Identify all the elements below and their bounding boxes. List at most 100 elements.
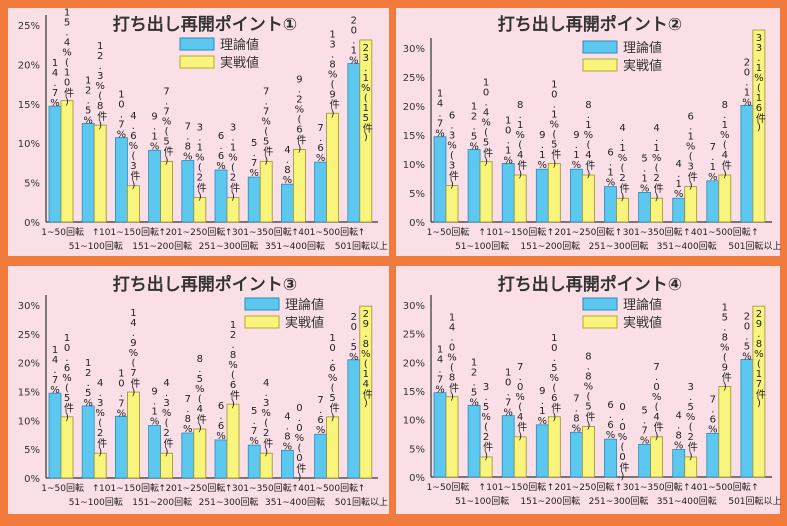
theory-value-label: 14.7% xyxy=(435,345,446,395)
theory-bar xyxy=(347,359,361,479)
x-category-label: 101~150回転 xyxy=(99,483,159,494)
chart-title: 打ち出し再開ポイント① xyxy=(113,14,297,35)
x-category-label: 101~150回転 xyxy=(99,227,159,238)
actual-bar xyxy=(193,428,207,479)
legend-label-2: 実戦値 xyxy=(623,315,662,331)
category-arrow: ↑ xyxy=(225,484,233,494)
theory-bar xyxy=(148,149,162,223)
theory-bar xyxy=(501,415,515,478)
x-category-label: 201~250回転 xyxy=(165,227,225,238)
theory-value-label: 12.5% xyxy=(83,76,94,126)
actual-bar xyxy=(684,456,698,478)
theory-value-label: 5.7% xyxy=(249,406,260,446)
x-category-label: 501回転以上 xyxy=(728,241,781,252)
x-category-label: 501回転以上 xyxy=(335,497,388,508)
theory-value-label: 9.1% xyxy=(149,387,160,427)
actual-bar xyxy=(60,416,74,479)
y-tick-label: 15% xyxy=(403,131,425,142)
theory-bar xyxy=(247,176,261,223)
theory-value-label: 20.5% xyxy=(741,311,752,361)
y-tick-label: 15% xyxy=(18,388,40,399)
x-category-label: 301~350回転 xyxy=(623,227,683,238)
theory-bar xyxy=(706,180,720,223)
actual-value-label: 8.1%(4件) xyxy=(515,100,527,179)
y-tick-label: 10% xyxy=(403,160,425,171)
actual-value-label: 7.7%(5件) xyxy=(161,86,173,165)
x-category-label: 401~500回転 xyxy=(691,482,751,493)
theory-value-label: 4.8% xyxy=(673,410,684,450)
theory-bar xyxy=(115,415,128,479)
theory-value-label: 7.6% xyxy=(707,394,718,434)
actual-value-label: 4.3%(2件) xyxy=(161,378,173,457)
theory-value-label: 14.7% xyxy=(50,345,61,395)
actual-bar xyxy=(650,197,663,223)
actual-value-label: 15.8%(9件) xyxy=(719,302,731,391)
x-category-label: 1~50回転 xyxy=(41,227,84,238)
x-category-label: 351~400回転 xyxy=(657,241,717,252)
y-tick-label: 30% xyxy=(403,301,425,312)
actual-bar xyxy=(718,386,732,478)
theory-value-label: 5.7% xyxy=(249,138,260,178)
category-arrow: ↑ xyxy=(547,228,555,238)
x-category-label: 51~100回転 xyxy=(455,241,509,252)
category-arrow: ↑ xyxy=(92,228,100,238)
actual-bar xyxy=(684,186,698,223)
actual-value-label: 29.8%(17件) xyxy=(753,309,765,408)
legend-swatch-1 xyxy=(244,297,280,311)
x-category-label: 51~100回転 xyxy=(69,241,123,252)
x-category-label: 501回転以上 xyxy=(335,241,388,252)
y-tick-label: 25% xyxy=(403,330,425,341)
x-category-label: 301~350回転 xyxy=(623,482,683,493)
y-tick-label: 0% xyxy=(24,218,40,229)
y-tick-label: 5% xyxy=(24,445,40,456)
actual-value-label: 10.1%(5件) xyxy=(549,79,561,168)
theory-value-label: 9.1% xyxy=(149,111,160,151)
actual-bar xyxy=(582,426,595,478)
legend-label-2: 実戦値 xyxy=(220,55,259,71)
y-tick-label: 5% xyxy=(409,444,425,455)
actual-value-label: 10.6%(5件) xyxy=(62,333,74,422)
actual-value-label: 8.1%(4件) xyxy=(719,100,731,179)
theory-value-label: 9.1% xyxy=(571,130,582,170)
category-arrow: ↑ xyxy=(615,228,623,238)
actual-value-label: 8.8%(5件) xyxy=(583,352,595,431)
theory-bar xyxy=(672,197,686,223)
x-category-label: 251~300回転 xyxy=(199,497,259,508)
theory-value-label: 7.6% xyxy=(315,395,326,435)
theory-bar xyxy=(535,424,549,478)
actual-value-label: 15.4%(10件) xyxy=(62,8,74,107)
theory-value-label: 5.1% xyxy=(639,153,650,193)
actual-bar xyxy=(259,452,273,479)
y-tick-label: 20% xyxy=(403,102,425,113)
legend-swatch-2 xyxy=(582,58,618,72)
x-category-label: 1~50回転 xyxy=(427,227,470,238)
actual-bar xyxy=(193,197,207,223)
x-category-label: 351~400回転 xyxy=(265,241,325,252)
y-tick-label: 25% xyxy=(403,73,425,84)
x-category-label: 201~250回転 xyxy=(165,483,225,494)
actual-bar xyxy=(752,305,766,478)
theory-value-label: 6.1% xyxy=(605,148,616,188)
x-category-label: 151~200回転 xyxy=(520,496,580,507)
theory-value-label: 20.1% xyxy=(741,57,752,107)
actual-bar xyxy=(259,160,273,223)
y-tick-label: 20% xyxy=(18,359,40,370)
actual-value-label: 10.6%(5件) xyxy=(327,333,339,422)
theory-bar xyxy=(48,105,62,223)
actual-value-label: 4.6%(3件) xyxy=(128,111,140,190)
actual-bar xyxy=(226,403,240,479)
theory-bar xyxy=(347,63,361,223)
x-category-label: 351~400回転 xyxy=(657,496,717,507)
y-tick-label: 30% xyxy=(403,44,425,55)
x-category-label: 151~200回転 xyxy=(520,241,580,252)
category-arrow: ↑ xyxy=(683,228,691,238)
legend-label-2: 実戦値 xyxy=(623,58,662,74)
theory-bar xyxy=(214,169,228,223)
category-arrow: ↑ xyxy=(751,483,759,493)
legend-swatch-2 xyxy=(179,55,215,69)
theory-value-label: 4.8% xyxy=(282,411,293,451)
category-arrow: ↑ xyxy=(158,484,166,494)
actual-value-label: 0.0%(0件) xyxy=(294,403,306,482)
chart-title: 打ち出し再開ポイント④ xyxy=(498,274,682,295)
theory-value-label: 7.8% xyxy=(182,122,193,162)
